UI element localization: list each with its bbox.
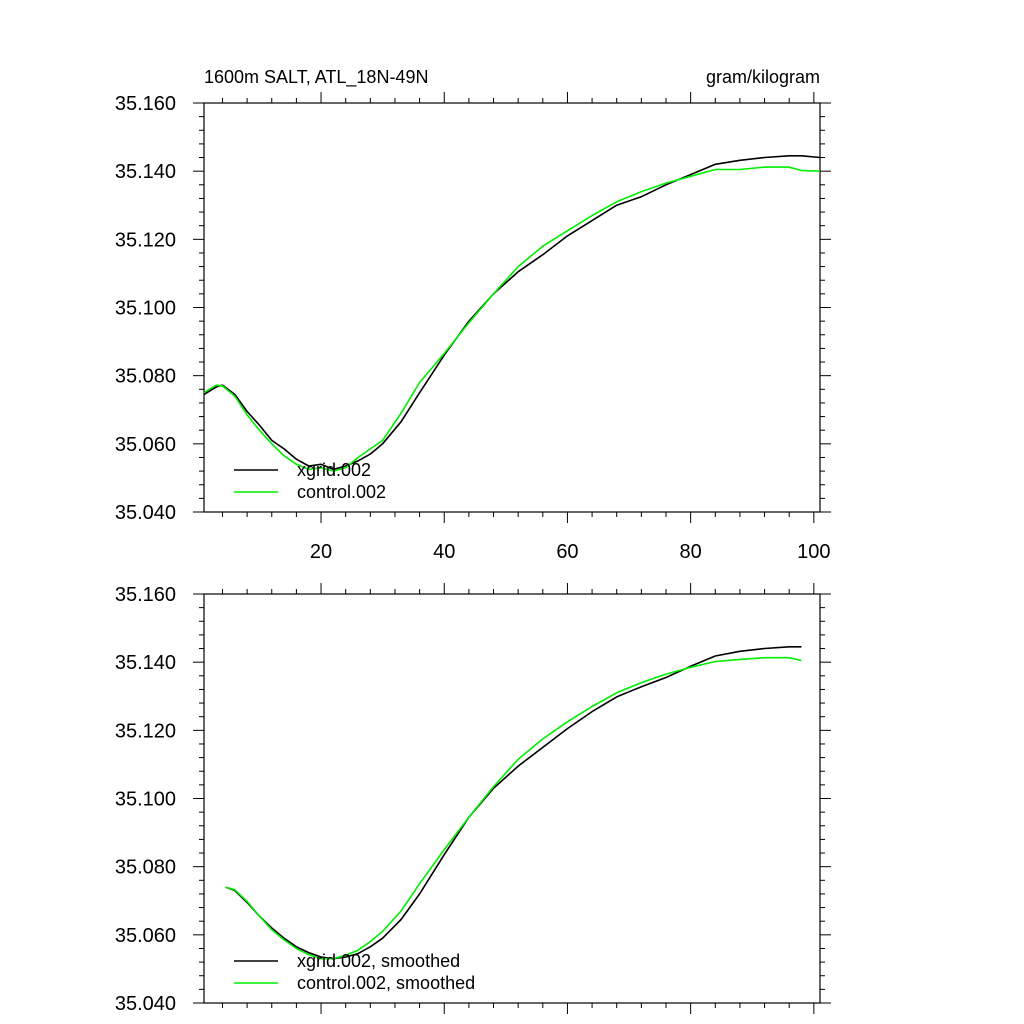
y-tick-label: 35.100 (115, 298, 176, 320)
plot-frame (203, 102, 821, 513)
y-tick-label: 35.100 (115, 789, 176, 811)
legend-label: control.002 (297, 482, 386, 502)
y-tick-label: 35.040 (115, 993, 176, 1015)
y-tick-label: 35.140 (115, 161, 176, 183)
y-tick-label: 35.160 (115, 93, 176, 115)
y-tick-label: 35.060 (115, 925, 176, 947)
chart-panel-top: 35.040 35.060 35.080 35.100 35.120 35.140 35.1… (115, 92, 831, 563)
x-tick-label: 100 (797, 541, 830, 563)
y-tick-label: 35.140 (115, 652, 176, 674)
series-line-xgrid (225, 645, 802, 960)
y-tick-label: 35.080 (115, 366, 176, 388)
y-tick-label: 35.060 (115, 434, 176, 456)
y-tick-label: 35.040 (115, 502, 176, 524)
series-line-control (225, 656, 802, 960)
x-tick-label: 80 (680, 541, 702, 563)
y-tick-label: 35.120 (115, 720, 176, 742)
title-left: 1600m SALT, ATL_18N-49N (204, 67, 428, 88)
legend-label: xgrid.002 (297, 460, 371, 480)
legend-label: xgrid.002, smoothed (297, 951, 460, 971)
series-line-control (203, 166, 821, 472)
x-tick-label: 40 (433, 541, 455, 563)
y-tick-label: 35.080 (115, 857, 176, 879)
chart-panel-bottom: 35.040 35.060 35.080 35.100 35.120 35.140 35.1… (115, 583, 831, 1015)
title-right: gram/kilogram (706, 67, 820, 87)
y-tick-label: 35.120 (115, 229, 176, 251)
plot-frame (203, 593, 821, 1004)
x-tick-label: 60 (556, 541, 578, 563)
y-tick-label: 35.160 (115, 584, 176, 606)
legend-label: control.002, smoothed (297, 973, 475, 993)
series-line-xgrid (203, 155, 821, 471)
x-tick-label: 20 (310, 541, 332, 563)
